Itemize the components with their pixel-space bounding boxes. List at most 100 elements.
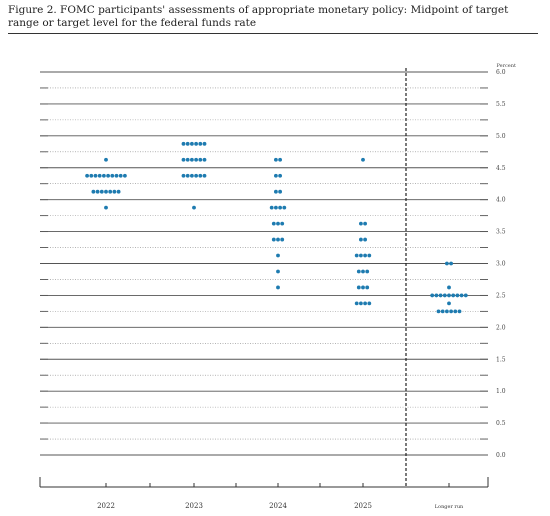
dot [274,157,278,162]
dot [463,293,468,298]
y-tick-label: 6.0 [496,69,506,76]
dot [202,173,207,178]
dot [194,157,199,162]
dot [278,189,282,194]
x-category-label: 2025 [354,502,372,510]
dot [447,285,451,290]
dot [365,285,370,290]
dot [451,293,456,298]
dot [99,189,104,194]
dot [361,269,365,274]
dot [455,293,460,298]
dot [436,309,441,314]
dot [430,293,435,298]
dot [271,221,276,226]
dot [359,301,363,306]
dot [440,309,445,314]
dot [102,173,106,178]
dot [85,173,89,178]
dot [434,293,439,298]
dot [185,173,190,178]
dot [359,253,363,258]
dot [354,301,359,306]
y-tick-label: 4.0 [496,197,506,204]
dot [104,157,108,162]
dot [198,141,203,146]
dot [123,173,127,178]
dot [449,261,453,266]
dot [97,173,102,178]
y-tick-label: 5.0 [496,133,506,140]
dot [276,269,280,274]
dot [116,189,121,194]
dot [194,141,199,146]
dot [276,285,280,290]
dot [112,189,117,194]
dot [190,157,194,162]
y-tick-label: 3.5 [496,229,506,236]
dot [202,141,207,146]
dot [192,205,196,210]
x-category-label: 2022 [97,502,115,510]
dot [104,205,108,210]
dot [457,309,462,314]
dot [91,189,96,194]
dot [108,189,113,194]
dot [278,173,282,178]
dot [194,173,199,178]
dot [356,285,361,290]
dot [198,157,203,162]
figure-title: Figure 2. FOMC participants' assessments… [8,4,509,29]
dot [459,293,464,298]
dot [274,173,278,178]
x-axis [39,477,489,488]
dot [185,141,190,146]
x-category-label: 2024 [269,502,287,510]
dot [442,293,447,298]
dot [363,221,367,226]
dot [278,205,282,210]
y-axis-unit-label: Percent [497,63,516,69]
dot [271,237,276,242]
dot [356,269,361,274]
dot [181,157,186,162]
y-tick-label: 0.5 [496,420,506,427]
dot [276,253,280,258]
dot [447,301,451,306]
y-tick-label: 2.5 [496,292,506,299]
dot [363,253,367,258]
dot [361,285,365,290]
x-category-label: 2023 [185,502,203,510]
dot [89,173,94,178]
dots [85,141,468,314]
y-tick-label: 2.0 [496,324,506,331]
dot [274,189,278,194]
dot [280,221,285,226]
dot [354,253,359,258]
dot [445,261,449,266]
dot [269,205,274,210]
y-tick-label: 0.0 [496,452,506,459]
dot [110,173,115,178]
dot [104,189,108,194]
dot [449,309,453,314]
x-category-labels: 2022 2023 2024 2025 Longer run [97,502,464,510]
dot [363,237,367,242]
dot [114,173,119,178]
dot [359,237,363,242]
dot [95,189,100,194]
dot [190,173,194,178]
y-tick-label: 4.5 [496,165,506,172]
dot [453,309,458,314]
dot [367,301,372,306]
dot [361,157,365,162]
dot [445,309,449,314]
dot [280,237,285,242]
dot [181,173,186,178]
y-tick-label: 5.5 [496,101,506,108]
y-tick-label: 1.5 [496,356,506,363]
dot [276,237,280,242]
dot [276,221,280,226]
y-tick-label: 3.0 [496,261,506,268]
grid-lines [40,68,488,488]
